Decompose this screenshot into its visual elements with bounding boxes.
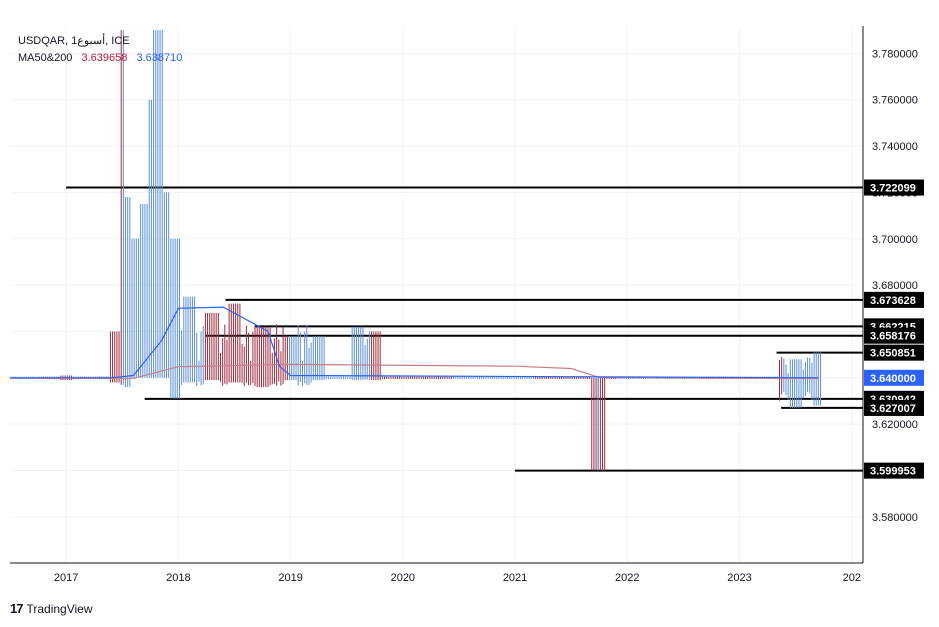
time-tick-label: 2021 (503, 572, 527, 584)
level-label-bg (864, 399, 924, 416)
ma50-value: 3.639658 (81, 52, 128, 64)
last-price-text: 3.640000 (870, 373, 916, 385)
time-tick-label: 2023 (727, 572, 751, 584)
horizontal-levels (66, 186, 863, 472)
level-label: 3.722099 (870, 183, 916, 195)
price-tick-label: 3.760000 (872, 95, 918, 107)
level-label: 3.650851 (870, 348, 916, 360)
time-tick-label: 2018 (166, 572, 190, 584)
level-label: 3.658176 (870, 331, 916, 343)
ma50-line (10, 363, 819, 380)
price-tick-label: 3.780000 (872, 48, 918, 60)
level-label: 3.673628 (870, 295, 916, 307)
time-tick-label: 2022 (615, 572, 639, 584)
time-tick-label: 2019 (278, 572, 302, 584)
time-tick-label: 2020 (391, 572, 415, 584)
ma200-line (10, 306, 819, 379)
time-axis-ticks: 2017 2018 2019 2020 2021 2022 2023 202 (54, 572, 861, 584)
ma-label: MA50&200 (18, 52, 73, 64)
level-label: 3.627007 (870, 403, 916, 415)
price-tick-label: 3.620000 (872, 419, 918, 431)
last-price-bg (864, 369, 924, 386)
price-tick-label: 3.740000 (872, 141, 918, 153)
level-label-bg (864, 327, 924, 344)
tradingview-footer[interactable]: 17 TradingView (10, 601, 93, 616)
time-tick-label: 2017 (54, 572, 78, 584)
tradingview-logo-icon: 17 (10, 601, 24, 616)
level-label-bg (864, 291, 924, 308)
symbol-text: USDQAR, 1أسبوع, ICE (18, 35, 130, 47)
price-tick-label: 3.700000 (872, 234, 918, 246)
symbol-legend[interactable]: USDQAR, 1أسبوع, ICE (18, 34, 130, 47)
price-axis-ticks: 3.7800003.7600003.7400003.7200003.700000… (872, 48, 918, 524)
level-label-bg (864, 179, 924, 196)
level-label-bg (864, 462, 924, 479)
last-price-label: 3.640000 (864, 369, 924, 386)
ma-legend[interactable]: MA50&200 3.639658 3.638710 (18, 52, 182, 64)
moving-averages (10, 306, 819, 380)
level-price-labels: 3.7220993.6736283.6622153.6581763.650851… (864, 179, 924, 479)
level-label-bg (864, 344, 924, 361)
price-tick-label: 3.580000 (872, 512, 918, 524)
level-label: 3.599953 (870, 466, 916, 478)
grid-lines (10, 26, 863, 563)
ma200-value: 3.638710 (136, 52, 183, 64)
time-tick-label: 202 (843, 572, 861, 584)
price-bars (10, 30, 822, 471)
brand-text: TradingView (26, 601, 93, 616)
price-tick-label: 3.680000 (872, 280, 918, 292)
